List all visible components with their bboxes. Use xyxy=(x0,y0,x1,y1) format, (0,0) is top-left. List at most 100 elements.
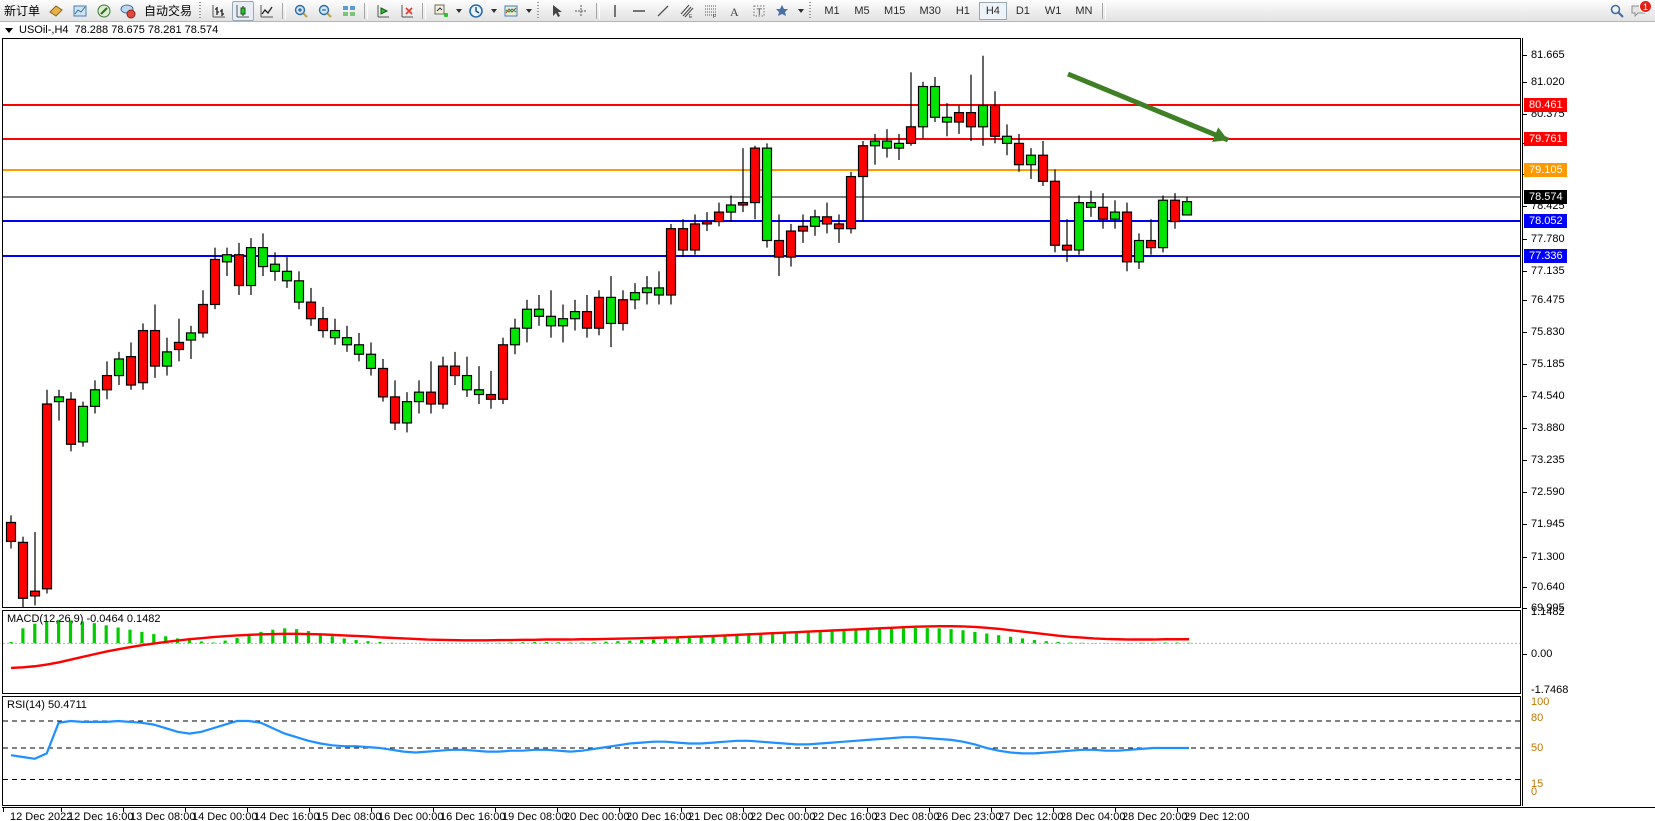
candlestick xyxy=(977,55,989,146)
add-indicator-icon[interactable] xyxy=(430,1,452,21)
timeframe-d1[interactable]: D1 xyxy=(1015,4,1030,17)
symbol-label: USOil-,H4 xyxy=(19,24,69,36)
candle-body xyxy=(17,541,29,599)
time-tick-label: 20 Dec 00:00 xyxy=(556,807,630,821)
toolbar-separator-4 xyxy=(596,2,601,19)
time-axis[interactable]: 12 Dec 2022 12 Dec 16:00 13 Dec 08:00 14 De… xyxy=(2,807,1655,821)
chart-menu-chevron-down-icon[interactable] xyxy=(5,27,13,33)
candle-body xyxy=(449,365,461,377)
candlestick xyxy=(1001,124,1013,156)
candle-body xyxy=(1169,199,1181,223)
candle-body xyxy=(545,315,557,327)
market-watch-icon[interactable] xyxy=(69,1,91,21)
trendline-icon[interactable] xyxy=(652,1,674,21)
candlestick xyxy=(173,318,185,362)
search-icon[interactable] xyxy=(1606,1,1628,21)
candlestick xyxy=(137,323,149,390)
candle-body xyxy=(305,301,317,320)
new-order-button[interactable]: 新订单 xyxy=(4,4,41,18)
cursor-icon[interactable] xyxy=(546,1,568,21)
price-chart-svg xyxy=(3,55,1520,607)
timeframe-h4[interactable]: H4 xyxy=(978,1,1007,20)
candle-body xyxy=(917,85,929,128)
price-tag-79-761[interactable]: 79.761 xyxy=(1524,132,1567,146)
timeframe-m15[interactable]: M15 xyxy=(884,4,906,17)
period-chevron-down-icon[interactable] xyxy=(488,1,499,21)
down-trend-arrow-head[interactable] xyxy=(1212,127,1228,143)
candlestick-chart-icon[interactable] xyxy=(232,0,255,21)
price-pane[interactable] xyxy=(2,38,1521,608)
candle-body xyxy=(797,225,809,232)
toolbar-separator-1 xyxy=(282,2,287,19)
candlestick xyxy=(281,257,293,288)
templates-icon[interactable] xyxy=(500,1,522,21)
candlestick xyxy=(329,318,341,345)
timeframe-h1[interactable]: H1 xyxy=(955,4,970,17)
shapes-chevron-down-icon[interactable] xyxy=(795,1,806,21)
zoom-out-icon[interactable] xyxy=(314,1,336,21)
vertical-line-icon[interactable] xyxy=(604,1,626,21)
rsi-label: RSI(14) 50.4711 xyxy=(7,699,87,711)
crosshair-icon[interactable] xyxy=(570,1,592,21)
candle-body xyxy=(773,239,785,258)
templates-chevron-down-icon[interactable] xyxy=(523,1,534,21)
navigator-icon[interactable] xyxy=(93,1,115,21)
tile-windows-icon[interactable] xyxy=(338,1,360,21)
candlestick xyxy=(65,392,77,452)
price-tag-80-461[interactable]: 80.461 xyxy=(1524,98,1567,112)
text-label-icon[interactable]: T xyxy=(748,1,770,21)
period-icon[interactable] xyxy=(465,1,487,21)
candlestick xyxy=(197,290,209,338)
horizontal-line-icon[interactable] xyxy=(628,1,650,21)
timeframe-m30[interactable]: M30 xyxy=(919,4,941,17)
rsi-chart-svg xyxy=(3,719,1520,780)
timeframe-w1[interactable]: W1 xyxy=(1044,4,1062,17)
text-icon[interactable]: A xyxy=(724,1,746,21)
down-trend-arrow-shaft[interactable] xyxy=(1067,71,1229,143)
candle-body xyxy=(617,299,629,325)
toolbar-grip-timeframes[interactable] xyxy=(808,2,814,19)
candle-body xyxy=(329,329,341,339)
equidistant-channel-icon[interactable]: E xyxy=(676,1,698,21)
price-axis[interactable]: 81.66581.02080.37579.73179.08578.42577.7… xyxy=(1522,38,1655,806)
add-indicator-chevron-down-icon[interactable] xyxy=(453,1,464,21)
timeframe-m1[interactable]: M1 xyxy=(824,4,840,17)
fibonacci-icon[interactable]: F xyxy=(700,1,722,21)
candlestick xyxy=(521,299,533,343)
price-tag-77-336[interactable]: 77.336 xyxy=(1524,249,1567,263)
ohlc-values: 78.288 78.675 78.281 78.574 xyxy=(74,24,219,36)
price-tag-78-574[interactable]: 78.574 xyxy=(1524,190,1567,204)
candlestick xyxy=(125,342,137,390)
bar-chart-icon[interactable] xyxy=(208,1,230,21)
price-tag-79-105[interactable]: 79.105 xyxy=(1524,163,1567,177)
timeframe-mn[interactable]: MN xyxy=(1075,4,1093,17)
candle-body xyxy=(401,401,413,424)
toolbar-grip-charts[interactable] xyxy=(198,2,204,19)
chart-shift-icon[interactable] xyxy=(396,1,418,21)
candlestick xyxy=(41,389,53,594)
candle-body xyxy=(785,230,797,258)
rsi-pane[interactable]: RSI(14) 50.4711 xyxy=(2,696,1521,806)
candlestick xyxy=(449,351,461,386)
shapes-icon[interactable] xyxy=(772,1,794,21)
timeframe-m5[interactable]: M5 xyxy=(854,4,870,17)
macd-tick-0: 0.00 xyxy=(1523,648,1552,660)
autotrade-button[interactable]: 自动交易 xyxy=(144,4,193,18)
candle-body xyxy=(653,287,665,296)
candlestick xyxy=(941,103,953,137)
expert-advisors-icon[interactable] xyxy=(45,1,67,21)
candlestick xyxy=(473,366,485,405)
line-chart-icon[interactable] xyxy=(256,1,278,21)
data-window-icon[interactable] xyxy=(117,1,139,21)
toolbar-grip-drawing[interactable] xyxy=(536,2,542,19)
candle-body xyxy=(533,308,545,317)
auto-scroll-icon[interactable] xyxy=(372,1,394,21)
zoom-in-icon[interactable] xyxy=(290,1,312,21)
price-tag-78-052[interactable]: 78.052 xyxy=(1524,214,1567,228)
candlestick xyxy=(605,276,617,348)
macd-pane[interactable]: MACD(12,26,9) -0.0464 0.1482 xyxy=(2,610,1521,694)
candle-body xyxy=(965,111,977,128)
candlestick xyxy=(1037,141,1049,187)
notification-icon[interactable]: 1 xyxy=(1629,0,1652,21)
candle-body xyxy=(185,332,197,341)
